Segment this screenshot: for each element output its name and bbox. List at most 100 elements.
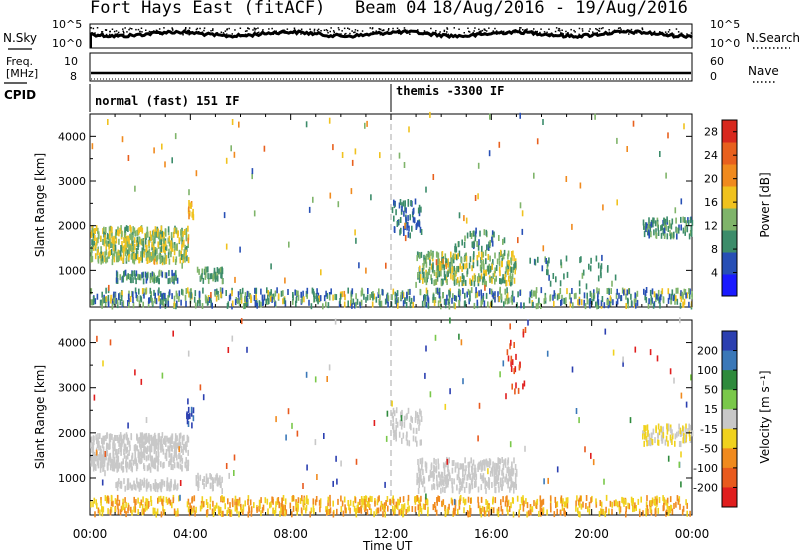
velocity-cell: [145, 482, 148, 489]
velocity-cell: [117, 460, 119, 467]
power-cell: [418, 204, 421, 211]
velocity-cell: [513, 487, 515, 494]
velocity-cell: [187, 464, 189, 471]
power-cell: [128, 251, 131, 258]
noise-search-point: [640, 31, 642, 33]
velocity-cell: [457, 471, 460, 478]
power-cell: [405, 216, 407, 223]
power-cell: [449, 261, 451, 268]
velocity-cell: [139, 502, 141, 508]
power-cell: [174, 133, 177, 140]
velocity-cell: [677, 498, 680, 505]
velocity-cell: [426, 499, 429, 506]
velocity-cell: [451, 467, 454, 474]
noise-search-point: [296, 32, 299, 35]
velocity-cell: [510, 366, 513, 372]
velocity-cell: [579, 511, 581, 518]
power-cell: [246, 290, 249, 297]
velocity-cell: [690, 374, 692, 381]
power-cell: [660, 225, 662, 232]
velocity-cell: [234, 505, 237, 512]
power-cell: [630, 293, 632, 300]
velocity-cell: [113, 437, 115, 444]
noise-search-point: [608, 31, 611, 34]
power-cell: [552, 273, 555, 279]
power-cell: [444, 253, 447, 260]
power-cell: [221, 266, 223, 273]
velocity-cell: [477, 462, 480, 469]
velocity-cell: [176, 483, 179, 490]
power-cell: [219, 267, 221, 274]
power-cell: [263, 145, 266, 152]
power-cell: [386, 292, 389, 299]
velocity-cell: [162, 496, 165, 503]
power-cell: [425, 294, 427, 301]
velocity-cell: [161, 445, 164, 452]
noise-search-point: [475, 33, 478, 36]
velocity-cell: [240, 503, 242, 510]
noise-search-point: [417, 29, 419, 31]
velocity-cell: [186, 434, 189, 441]
power-cell: [117, 249, 120, 256]
power-cell: [160, 234, 162, 241]
power-cell: [180, 229, 183, 235]
power-cell: [100, 251, 103, 258]
velocity-cell: [113, 456, 116, 463]
velocity-cell: [296, 505, 298, 512]
velocity-cell: [661, 431, 663, 438]
velocity-cell: [667, 509, 670, 516]
power-cell: [479, 264, 482, 271]
velocity-cell: [113, 463, 115, 470]
velocity-cell: [146, 436, 149, 443]
noise-search-point: [141, 31, 143, 33]
power-cell: [229, 293, 232, 300]
velocity-cell: [689, 510, 691, 517]
velocity-cell: [174, 446, 176, 453]
power-cell: [478, 239, 480, 246]
power-cell: [351, 288, 354, 295]
velocity-cell: [494, 480, 497, 487]
power-cell: [150, 252, 152, 258]
power-cell: [151, 234, 153, 241]
velocity-cell: [221, 495, 223, 501]
velocity-cell: [165, 455, 168, 462]
power-cell: [356, 298, 359, 305]
velocity-cell: [111, 434, 113, 440]
velocity-cell: [654, 508, 657, 515]
power-cell: [184, 244, 186, 251]
power-cell: [239, 289, 242, 295]
power-cell: [682, 216, 684, 223]
power-cell: [623, 289, 625, 296]
velocity-cell: [157, 447, 159, 454]
power-cell: [109, 249, 111, 256]
power-cell: [137, 273, 139, 280]
power-cell: [102, 239, 105, 245]
velocity-cell: [363, 503, 366, 510]
power-cell: [128, 297, 130, 304]
velocity-cell: [132, 459, 135, 466]
power-cell: [101, 291, 103, 298]
power-cell: [170, 247, 172, 254]
velocity-cell: [340, 460, 342, 467]
power-cell: [239, 246, 241, 253]
power-cell: [595, 301, 597, 308]
velocity-cell: [100, 454, 103, 461]
velocity-cell: [221, 476, 223, 483]
velocity-cell: [172, 497, 175, 504]
power-cell: [412, 207, 415, 214]
power-cell: [306, 292, 308, 299]
power-cell: [176, 300, 178, 307]
velocity-cell: [266, 498, 269, 505]
power-cell: [253, 295, 256, 301]
noise-search-point: [114, 33, 116, 36]
velocity-cell: [664, 439, 667, 446]
power-colorbar-segment: [722, 120, 737, 143]
power-cell: [190, 292, 193, 299]
power-cell: [253, 210, 256, 217]
velocity-cell: [103, 452, 106, 459]
velocity-cell: [490, 467, 493, 474]
power-cell: [120, 245, 122, 251]
power-cell: [650, 231, 652, 238]
velocity-cell: [427, 506, 429, 513]
power-cell: [196, 266, 199, 273]
